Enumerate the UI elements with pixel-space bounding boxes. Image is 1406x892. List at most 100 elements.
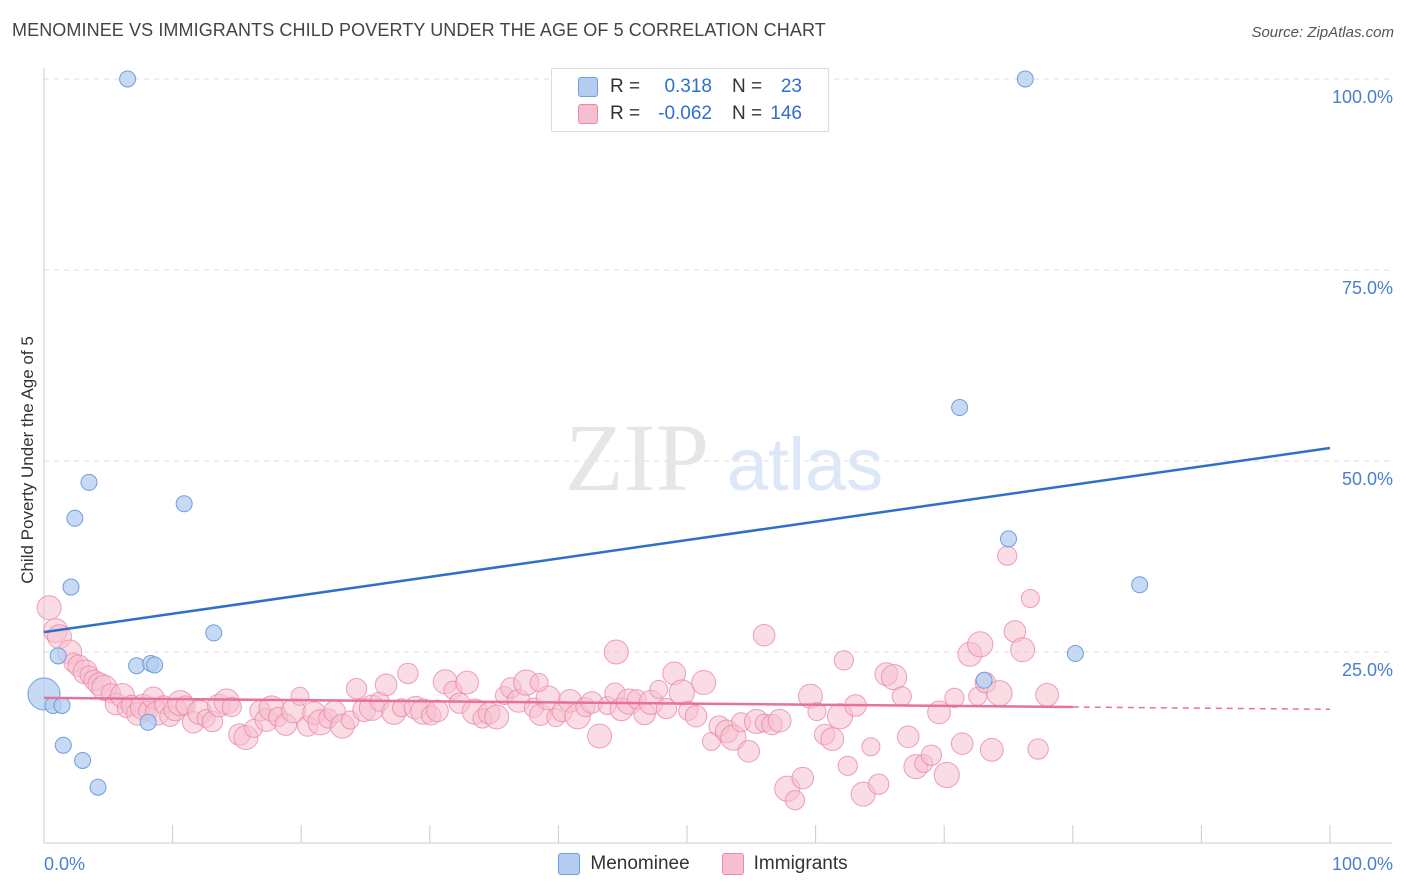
menominee-point: [205, 624, 223, 642]
immigrants-point: [807, 702, 827, 722]
menominee-trend-line: [43, 446, 1331, 634]
y-tick-label: 25.0%: [1342, 660, 1393, 680]
r-label: R =: [610, 76, 641, 97]
menominee-point: [66, 509, 84, 527]
axes: [43, 68, 1392, 844]
menominee-point: [951, 399, 969, 417]
watermark: ZIP atlas: [565, 404, 883, 511]
menominee-point: [74, 751, 92, 769]
immigrants-point: [767, 708, 792, 733]
immigrants-point: [397, 662, 419, 685]
menominee-point: [1131, 576, 1149, 594]
immigrants-point: [290, 686, 310, 706]
immigrants-swatch: [721, 853, 744, 875]
immigrants-point: [861, 737, 881, 757]
menominee-swatch: [578, 77, 598, 97]
menominee-point: [62, 578, 80, 596]
y-tick-label: 75.0%: [1342, 278, 1393, 298]
immigrants-point: [649, 679, 669, 699]
menominee-point: [89, 778, 107, 796]
immigrants-point: [837, 755, 858, 776]
menominee-point: [53, 696, 71, 714]
r-label: R =: [610, 103, 641, 124]
menominee-point: [175, 495, 193, 513]
x-tick-label: 0.0%: [44, 854, 85, 874]
menominee-point: [80, 473, 98, 491]
x-tick-label: 100.0%: [1332, 854, 1393, 874]
legend-label-immigrants: Immigrants: [753, 853, 848, 874]
immigrants-point: [221, 696, 242, 718]
n-value: 23: [780, 76, 802, 97]
immigrants-point: [484, 704, 510, 730]
chart-title: MENOMINEE VS IMMIGRANTS CHILD POVERTY UN…: [12, 20, 826, 40]
menominee-swatch: [558, 853, 581, 875]
trend-lines: [43, 446, 1331, 711]
r-value: 0.318: [664, 76, 712, 97]
immigrants-point: [933, 761, 960, 789]
immigrants-swatch: [578, 104, 598, 124]
y-tick-label: 50.0%: [1342, 469, 1393, 489]
immigrants-point: [529, 673, 549, 693]
immigrants-point: [784, 790, 806, 811]
immigrants-point: [979, 737, 1004, 762]
y-axis-label: Child Poverty Under the Age of 5: [18, 336, 37, 584]
immigrants-point: [833, 650, 854, 671]
immigrants-point: [880, 664, 908, 691]
menominee-point: [128, 657, 146, 675]
immigrants-point: [820, 727, 845, 751]
immigrants-point: [1020, 589, 1040, 609]
immigrants-point: [950, 732, 974, 755]
menominee-point: [49, 647, 67, 665]
immigrants-point: [920, 744, 943, 766]
menominee-point: [975, 671, 993, 689]
menominee-point: [1000, 530, 1017, 548]
legend-row-immigrants: R = -0.062 N = 146: [552, 100, 828, 128]
immigrants-point: [891, 686, 912, 707]
n-label: N =: [732, 103, 763, 124]
r-value: -0.062: [658, 103, 712, 124]
legend-item-menominee[interactable]: Menominee: [558, 853, 690, 875]
immigrants-point: [737, 740, 761, 763]
immigrants-point: [896, 725, 920, 749]
immigrants-point: [426, 699, 449, 723]
immigrants-point: [587, 723, 613, 749]
series-legend: Menominee Immigrants: [0, 853, 1406, 875]
data-points: [27, 70, 1149, 811]
immigrants-point: [867, 773, 890, 795]
legend-item-immigrants[interactable]: Immigrants: [721, 853, 848, 875]
watermark-zip: ZIP: [565, 404, 709, 511]
grid-lines: [44, 78, 1392, 653]
menominee-point: [54, 736, 72, 754]
immigrants-point: [374, 673, 398, 697]
immigrants-point: [36, 595, 62, 621]
watermark-atlas: atlas: [727, 423, 883, 506]
menominee-point: [1016, 70, 1034, 88]
immigrants-point: [1027, 738, 1049, 760]
immigrants-trend-extension: [1072, 706, 1331, 711]
menominee-point: [139, 713, 157, 731]
immigrants-point: [944, 687, 965, 708]
immigrants-point: [997, 545, 1018, 566]
immigrants-point: [691, 670, 717, 696]
immigrants-point: [752, 623, 776, 647]
n-value: 146: [770, 103, 802, 124]
immigrants-point: [345, 677, 368, 700]
legend-label-menominee: Menominee: [590, 853, 690, 874]
immigrants-point: [455, 670, 479, 695]
immigrants-point: [684, 704, 708, 728]
menominee-point: [1066, 645, 1084, 663]
menominee-point: [146, 656, 164, 674]
menominee-point: [119, 70, 137, 88]
y-tick-label: 100.0%: [1332, 87, 1393, 107]
legend-row-menominee: R = 0.318 N = 23: [552, 73, 828, 101]
source-label[interactable]: Source: ZipAtlas.com: [1251, 24, 1394, 41]
immigrants-point: [967, 631, 994, 658]
immigrants-point: [1035, 682, 1059, 707]
immigrants-point: [791, 766, 815, 790]
n-label: N =: [732, 76, 763, 97]
immigrants-trend-line: [43, 696, 1073, 709]
correlation-legend: R = 0.318 N = 23 R = -0.062 N = 146: [551, 68, 829, 132]
immigrants-point: [603, 639, 629, 665]
immigrants-point: [1010, 637, 1036, 663]
